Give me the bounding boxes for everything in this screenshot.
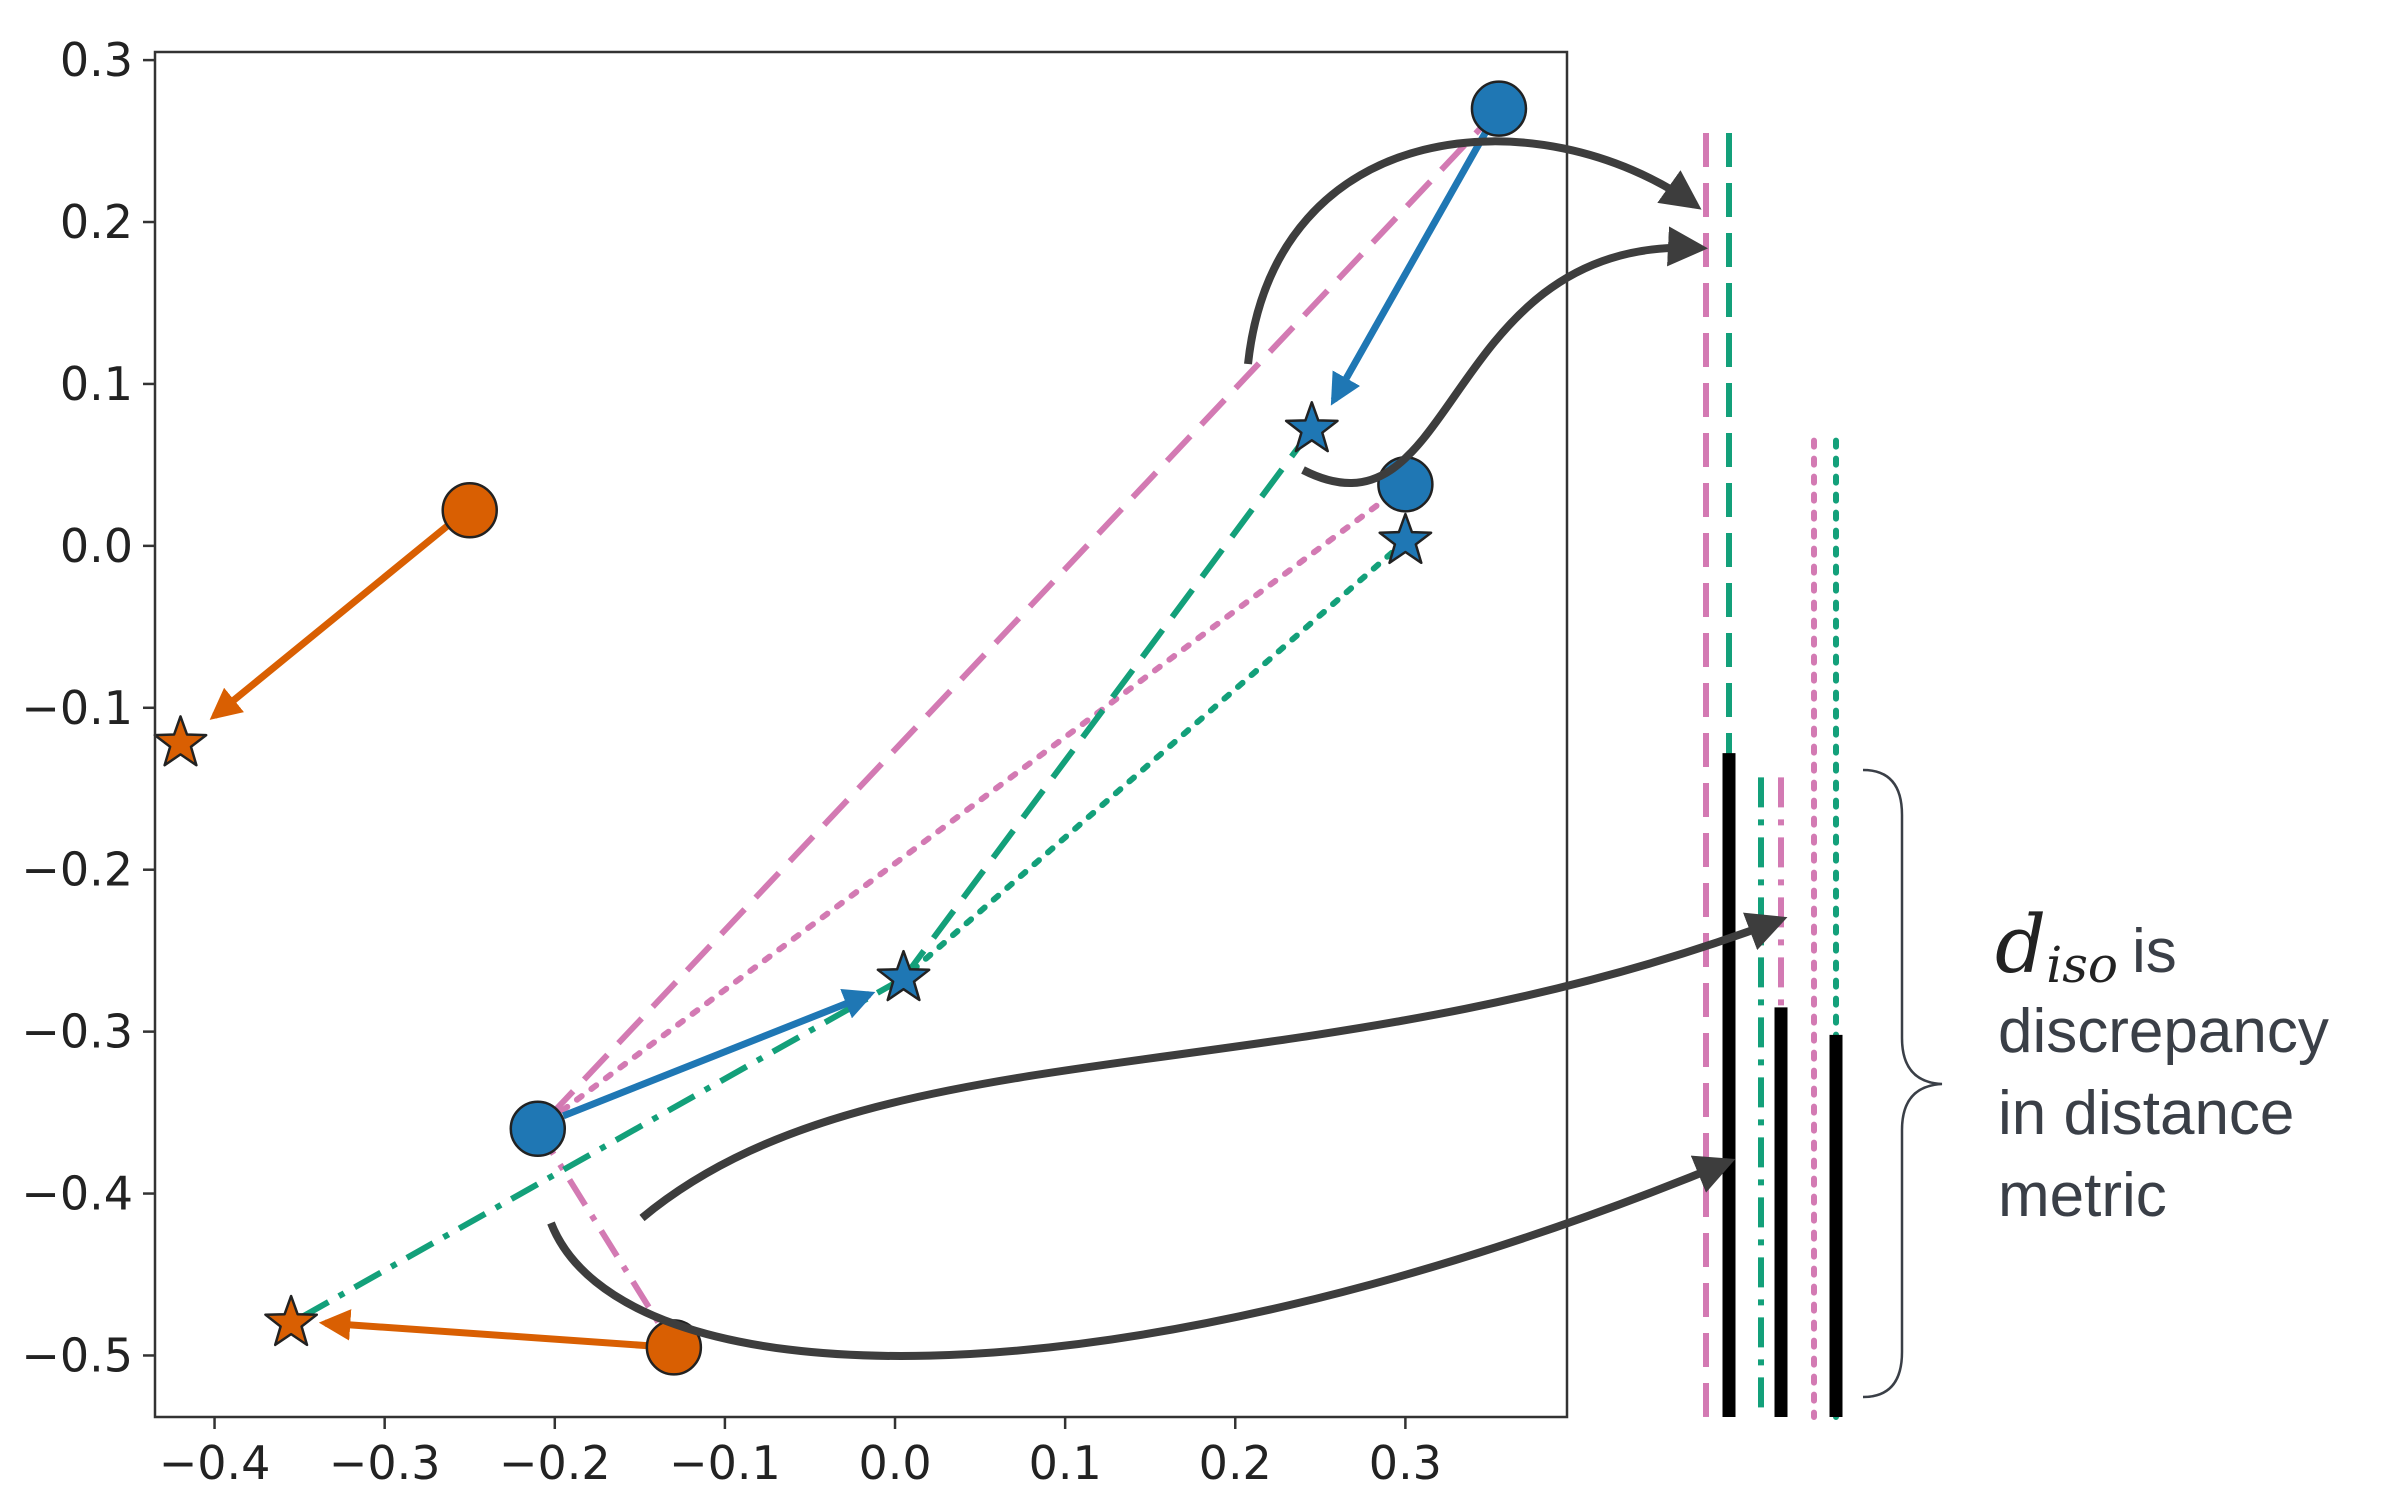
annotation-is: is: [2132, 917, 2177, 986]
curved-arrow-top-inner: [1301, 226, 1708, 487]
pink-dashed-distance-line: [535, 106, 1502, 1131]
pink-dashdot-distance-line: [535, 1127, 677, 1349]
x-tick-label: −0.3: [329, 1436, 441, 1490]
y-tick-label: 0.0: [60, 519, 133, 573]
annotation-line-4: metric: [1998, 1161, 2167, 1230]
blue-a-star-point: [1284, 401, 1339, 453]
y-tick-label: −0.4: [21, 1167, 133, 1221]
orange-a-circle-point: [441, 481, 498, 539]
curved-arrow-top-outer: [1244, 137, 1702, 365]
d-symbol: d: [1995, 898, 2046, 991]
x-tick-label: −0.1: [669, 1436, 781, 1490]
orange-movement-arrow: [318, 1309, 649, 1350]
curved-arrows: [547, 137, 1788, 1360]
distance-bars: [1703, 132, 1843, 1420]
green-dotted-distance-line: [900, 538, 1409, 982]
blue-movement-arrow: [1330, 106, 1502, 406]
curved-arrow-bottom-lower: [547, 1155, 1736, 1360]
d-subscript: iso: [2046, 936, 2118, 994]
x-tick-label: −0.4: [159, 1436, 271, 1490]
pink-dotted-distance-line: [534, 481, 1409, 1132]
blue-c-circle-point: [509, 1100, 567, 1158]
blue-b-star-point: [1378, 512, 1433, 565]
distance-lines: [289, 106, 1502, 1349]
green-dashdot-distance-line: [289, 975, 906, 1326]
x-tick-label: 0.2: [1199, 1436, 1272, 1490]
y-tick-label: 0.1: [60, 357, 133, 411]
y-tick-label: 0.3: [60, 33, 133, 87]
y-tick-label: −0.1: [21, 681, 133, 735]
green-dashed-distance-line: [901, 427, 1315, 980]
blue-a-circle-point: [1470, 80, 1528, 137]
annotation-line-3: in distance: [1998, 1079, 2294, 1148]
annotation-line-1: diso is: [1995, 898, 2177, 994]
annotation: diso is discrepancy in distance metric: [1995, 898, 2329, 1230]
orange-a-star-point: [153, 715, 208, 767]
curly-brace: [1862, 768, 1943, 1399]
y-tick-label: −0.3: [21, 1005, 133, 1059]
y-tick-label: 0.2: [60, 195, 133, 249]
movement-arrows: [209, 106, 1502, 1350]
axis-ticks: −0.4 −0.3 −0.2 −0.1 0.0 0.1 0.2 0.3 0.3 0.2 0.1 0.0…: [21, 33, 1442, 1490]
x-tick-label: −0.2: [499, 1436, 611, 1490]
y-tick-label: −0.2: [21, 843, 133, 897]
curved-arrow-bottom-upper: [639, 912, 1788, 1222]
x-tick-label: 0.0: [858, 1436, 931, 1490]
annotation-line-2: discrepancy: [1998, 997, 2329, 1066]
blue-movement-arrow: [561, 989, 876, 1120]
plot-frame: [153, 50, 1569, 1419]
y-tick-label: −0.5: [21, 1328, 133, 1382]
orange-b-star-point: [264, 1294, 319, 1347]
x-tick-label: 0.3: [1369, 1436, 1442, 1490]
orange-movement-arrow: [209, 518, 455, 720]
blue-c-star-point: [876, 949, 931, 1002]
x-tick-label: 0.1: [1029, 1436, 1102, 1490]
blue-b-circle-point: [1377, 456, 1434, 513]
points: [153, 80, 1528, 1376]
